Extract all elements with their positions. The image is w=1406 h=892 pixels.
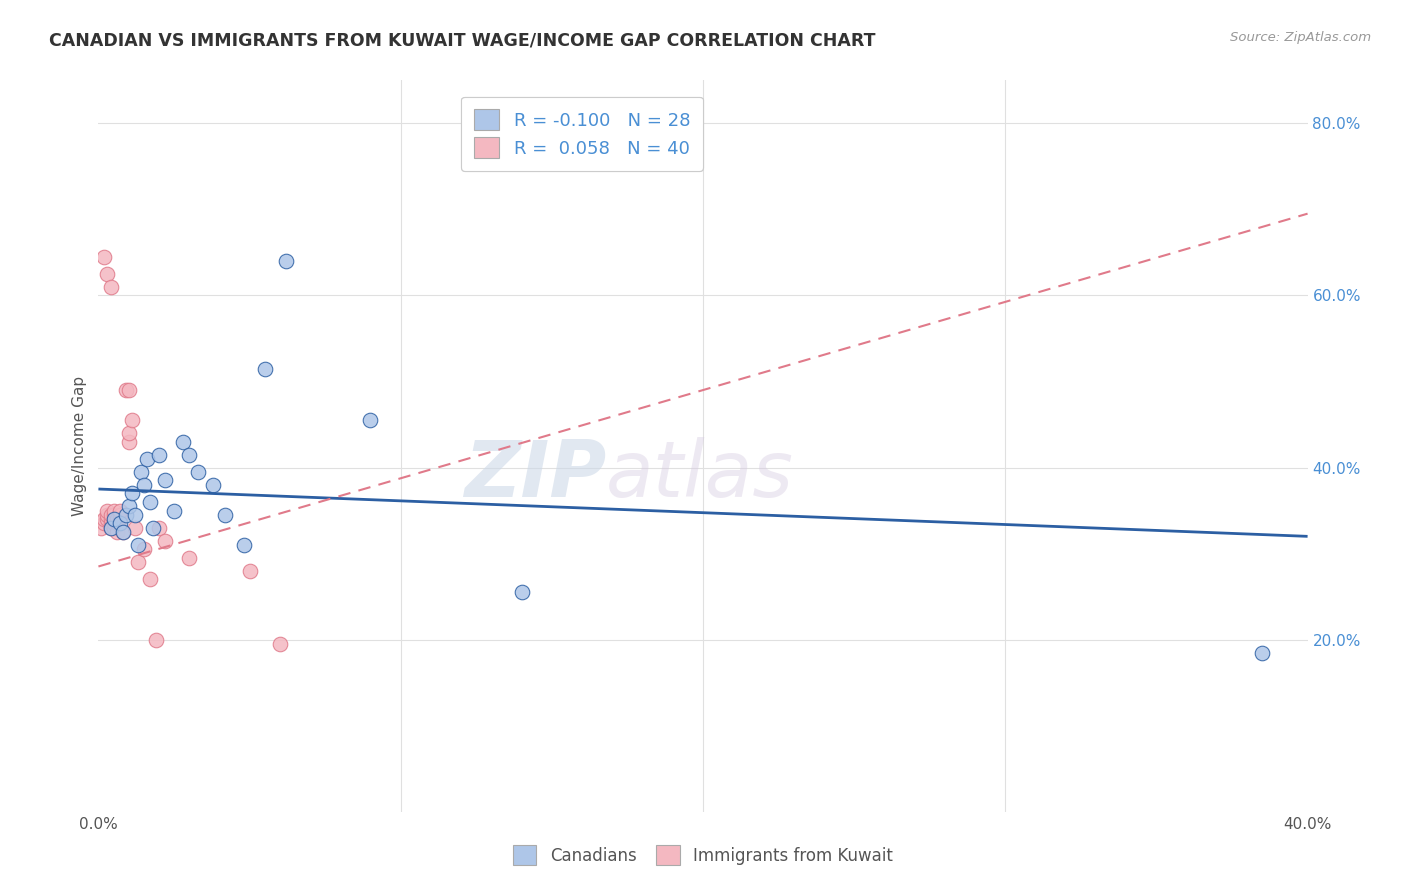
Point <box>232 538 254 552</box>
Point <box>108 516 131 531</box>
Point <box>132 542 155 557</box>
Text: atlas: atlas <box>606 437 794 513</box>
Point <box>96 508 118 522</box>
Point <box>103 508 125 522</box>
Point <box>163 503 186 517</box>
Point <box>153 533 176 548</box>
Point <box>103 512 125 526</box>
Point <box>135 451 157 466</box>
Point <box>103 512 125 526</box>
Point <box>93 512 115 526</box>
Point <box>139 573 162 587</box>
Point <box>274 254 297 268</box>
Point <box>100 521 122 535</box>
Point <box>103 503 125 517</box>
Text: Source: ZipAtlas.com: Source: ZipAtlas.com <box>1230 31 1371 45</box>
Point <box>145 632 167 647</box>
Point <box>510 585 533 599</box>
Point <box>129 465 152 479</box>
Point <box>100 516 122 531</box>
Point <box>118 500 141 514</box>
Point <box>127 555 149 569</box>
Text: ZIP: ZIP <box>464 437 606 513</box>
Point <box>105 516 128 531</box>
Point <box>90 521 112 535</box>
Point <box>111 524 134 539</box>
Point <box>214 508 236 522</box>
Point <box>100 521 122 535</box>
Point <box>179 448 201 462</box>
Point <box>269 637 291 651</box>
Point <box>360 413 382 427</box>
Point <box>187 465 209 479</box>
Point <box>111 524 134 539</box>
Point <box>142 521 165 535</box>
Point <box>96 267 118 281</box>
Point <box>100 508 122 522</box>
Point <box>118 434 141 449</box>
Legend: R = -0.100   N = 28, R =  0.058   N = 40: R = -0.100 N = 28, R = 0.058 N = 40 <box>461 96 703 171</box>
Point <box>96 503 118 517</box>
Point <box>108 508 131 522</box>
Point <box>96 512 118 526</box>
Point <box>114 508 136 522</box>
Point <box>202 477 225 491</box>
Point <box>114 383 136 397</box>
Point <box>239 564 262 578</box>
Point <box>108 503 131 517</box>
Point <box>118 383 141 397</box>
Point <box>124 521 146 535</box>
Point <box>103 521 125 535</box>
Point <box>108 512 131 526</box>
Point <box>105 512 128 526</box>
Point <box>100 512 122 526</box>
Point <box>139 495 162 509</box>
Legend: Canadians, Immigrants from Kuwait: Canadians, Immigrants from Kuwait <box>503 836 903 875</box>
Point <box>118 426 141 441</box>
Point <box>148 521 170 535</box>
Point <box>100 280 122 294</box>
Point <box>93 516 115 531</box>
Point <box>1251 646 1274 660</box>
Text: CANADIAN VS IMMIGRANTS FROM KUWAIT WAGE/INCOME GAP CORRELATION CHART: CANADIAN VS IMMIGRANTS FROM KUWAIT WAGE/… <box>49 31 876 49</box>
Point <box>132 477 155 491</box>
Point <box>121 413 143 427</box>
Y-axis label: Wage/Income Gap: Wage/Income Gap <box>72 376 87 516</box>
Point <box>93 250 115 264</box>
Point <box>105 524 128 539</box>
Point <box>121 486 143 500</box>
Point <box>124 508 146 522</box>
Point <box>153 474 176 488</box>
Point <box>148 448 170 462</box>
Point <box>172 434 194 449</box>
Point <box>253 361 276 376</box>
Point <box>127 538 149 552</box>
Point <box>103 516 125 531</box>
Point <box>179 550 201 565</box>
